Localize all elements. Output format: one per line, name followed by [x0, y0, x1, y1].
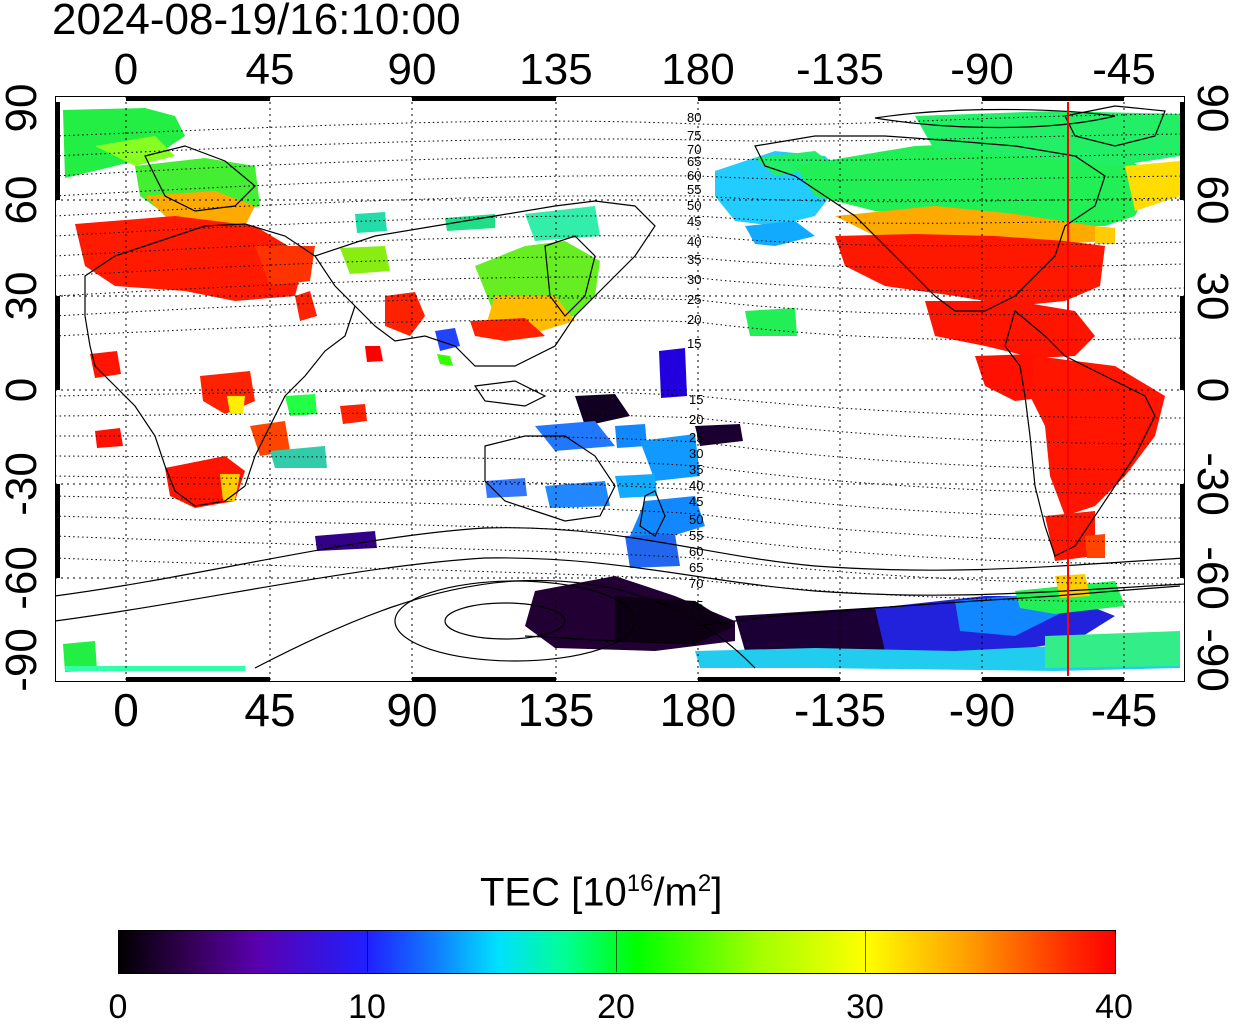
colorbar-tick-40: 40	[1095, 988, 1133, 1026]
contour-label-s50: 50	[689, 512, 703, 527]
contour-label-50: 50	[687, 198, 701, 213]
contour-label-s15: 15	[689, 392, 703, 407]
top-tick-180: 180	[661, 45, 735, 94]
left-tick-minus30: -30	[0, 452, 46, 516]
colorbar-tick-20: 20	[597, 988, 635, 1026]
bottom-tick-minus90: -90	[948, 684, 1016, 736]
contour-label-s65: 65	[689, 560, 703, 575]
right-tick-0: 0	[1188, 377, 1235, 403]
right-tick-60: 60	[1188, 175, 1235, 225]
right-tick-minus30: -30	[1188, 452, 1235, 516]
south-polar-contours	[55, 108, 1185, 669]
bottom-tick-45: 45	[244, 684, 296, 736]
contour-label-20: 20	[687, 312, 701, 327]
contour-label-s30: 30	[689, 446, 703, 461]
contour-label-75: 75	[687, 128, 701, 143]
right-tick-30: 30	[1188, 271, 1235, 321]
contour-labels-north: 80 75 70 65 60 55 50 45 40 35 30 25 20 1…	[687, 110, 701, 351]
right-tick-minus90: -90	[1188, 628, 1235, 692]
contour-label-s35: 35	[689, 462, 703, 477]
top-tick-minus135: -135	[795, 45, 885, 94]
contour-label-s55: 55	[689, 528, 703, 543]
tec-colorbar	[118, 930, 1116, 974]
top-tick-minus45: -45	[1092, 45, 1156, 94]
top-tick-90: 90	[387, 45, 437, 94]
contour-label-s40: 40	[689, 478, 703, 493]
contour-label-s25: 25	[689, 430, 703, 445]
colorbar-tick-10: 10	[348, 988, 386, 1026]
contour-label-35: 35	[687, 252, 701, 267]
contour-labels-south: 15 20 25 30 35 40 45 50 55 60 65 70 75	[689, 392, 703, 613]
contour-label-s20: 20	[689, 412, 703, 427]
tec-world-map: 80 75 70 65 60 55 50 45 40 35 30 25 20 1…	[55, 96, 1185, 682]
contour-label-60: 60	[687, 168, 701, 183]
top-tick-45: 45	[245, 45, 295, 94]
contour-label-45: 45	[687, 214, 701, 229]
contour-label-15: 15	[687, 336, 701, 351]
left-tick-90: 90	[0, 83, 46, 133]
bottom-tick-0: 0	[113, 684, 139, 736]
bottom-tick-minus135: -135	[793, 684, 887, 736]
right-tick-90: 90	[1188, 83, 1235, 133]
contour-label-55: 55	[687, 182, 701, 197]
contour-label-30: 30	[687, 272, 701, 287]
colorbar-tick-30: 30	[846, 988, 884, 1026]
bottom-tick-90: 90	[386, 684, 438, 736]
colorbar-mark-30	[865, 930, 866, 972]
contour-label-65: 65	[687, 154, 701, 169]
colorbar-tick-0: 0	[108, 988, 128, 1026]
bottom-tick-180: 180	[659, 684, 737, 736]
colorbar-mark-20	[616, 930, 617, 972]
left-tick-60: 60	[0, 175, 46, 225]
contour-label-s70: 70	[689, 576, 703, 591]
contour-label-s60: 60	[689, 544, 703, 559]
top-tick-135: 135	[519, 45, 593, 94]
contour-label-80: 80	[687, 110, 701, 125]
colorbar-mark-10	[367, 930, 368, 972]
bottom-tick-minus45: -45	[1090, 684, 1158, 736]
bottom-tick-135: 135	[517, 684, 595, 736]
right-tick-minus60: -60	[1188, 546, 1235, 610]
contour-label-25: 25	[687, 292, 701, 307]
tec-data-layer	[63, 108, 1180, 672]
left-tick-30: 30	[0, 271, 46, 321]
left-tick-minus60: -60	[0, 546, 46, 610]
coastlines	[84, 105, 1181, 645]
left-tick-minus90: -90	[0, 628, 46, 692]
contour-label-s45: 45	[689, 494, 703, 509]
top-tick-minus90: -90	[950, 45, 1014, 94]
contour-label-s75: 75	[689, 598, 703, 613]
map-timestamp: 2024-08-19/16:10:00	[52, 0, 461, 44]
contour-label-40: 40	[687, 234, 701, 249]
map-grid	[55, 96, 1185, 682]
frame-ticks	[55, 96, 1185, 682]
colorbar-title: TEC [1016/m2]	[480, 870, 723, 915]
contour-label-70: 70	[687, 142, 701, 157]
left-tick-0: 0	[0, 377, 46, 403]
top-tick-0: 0	[113, 45, 139, 94]
